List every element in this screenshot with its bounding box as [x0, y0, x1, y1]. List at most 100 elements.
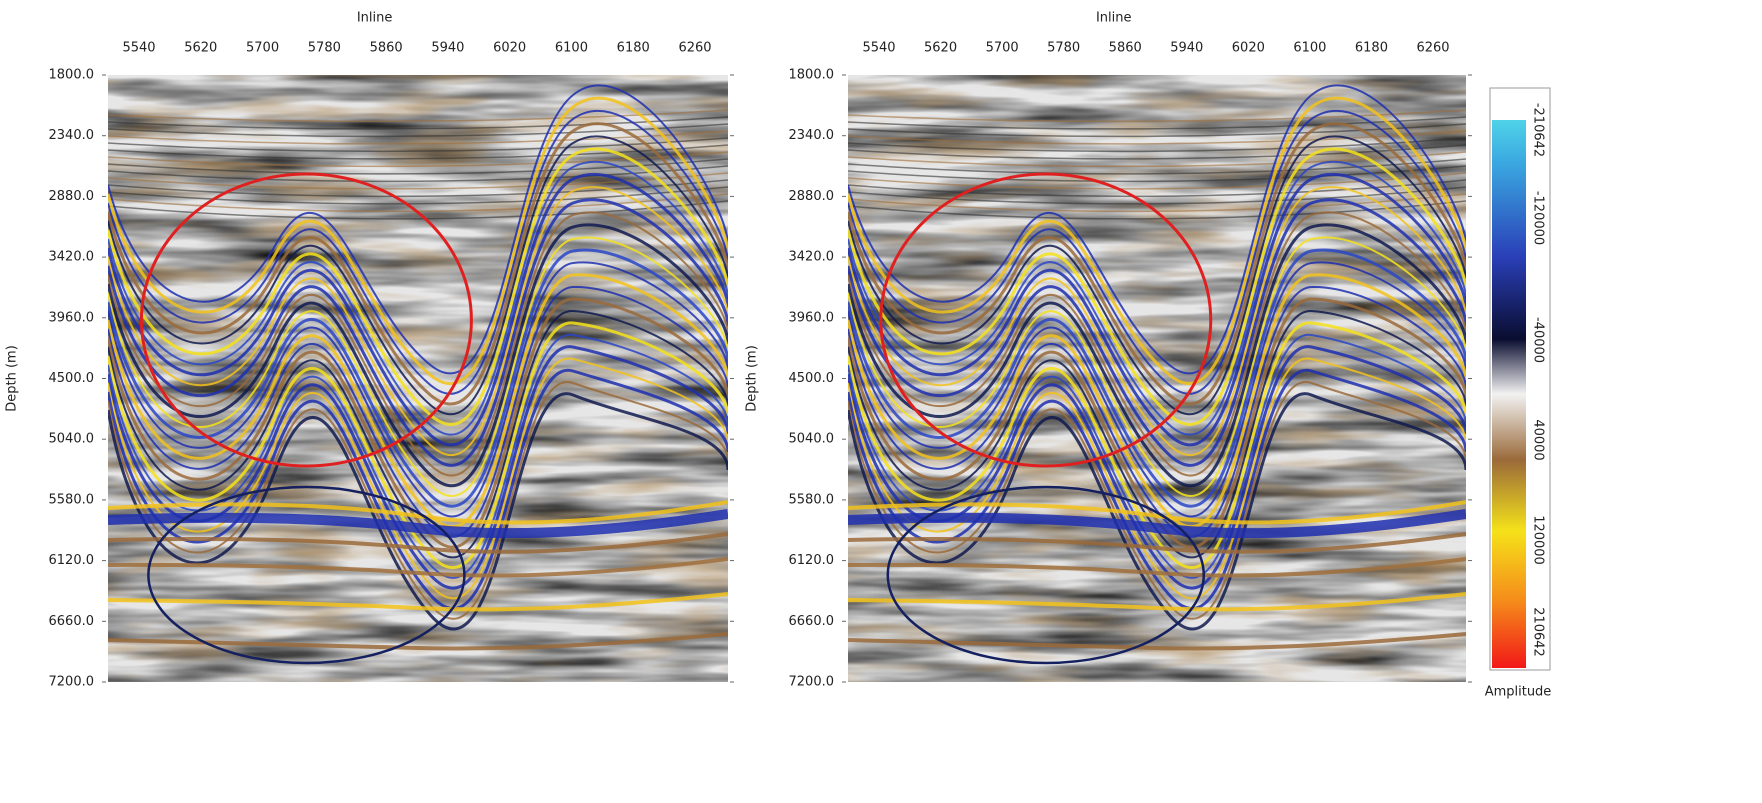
horizon: [848, 186, 1466, 456]
horizon: [108, 285, 728, 538]
x-tick-label: 6020: [1232, 41, 1265, 56]
shallow-reflector: [848, 179, 1466, 198]
horizon: [848, 84, 1466, 375]
shallow-reflector: [108, 116, 728, 130]
y-tick-label: 5040.0: [789, 432, 835, 447]
horizon: [108, 122, 728, 406]
x-tick-label: 5940: [431, 41, 464, 56]
x-tick-label: 5940: [1170, 41, 1203, 56]
horizon: [848, 211, 1466, 477]
horizon: [108, 248, 728, 508]
red-ellipse: [139, 172, 473, 468]
horizon: [848, 96, 1466, 386]
horizon: [108, 236, 728, 497]
horizon: [848, 173, 1466, 447]
horizon: [108, 110, 728, 395]
colorbar-tick-label: -210642: [1531, 103, 1546, 157]
horizon: [848, 357, 1466, 600]
y-tick-label: 1800.0: [49, 68, 95, 83]
shallow-reflector: [108, 137, 728, 153]
shallow-reflector: [108, 179, 728, 198]
shallow-reflector: [848, 186, 1466, 205]
x-tick-label: 6180: [617, 41, 650, 56]
horizon: [108, 309, 728, 558]
shallow-reflector: [848, 165, 1466, 183]
colorbar-tick-label: 40000: [1531, 419, 1546, 460]
colorbar-label: Amplitude: [1485, 685, 1552, 700]
horizon: [848, 160, 1466, 436]
colorbar-tick-label: 210642: [1531, 607, 1546, 657]
y-tick-label: 5580.0: [49, 492, 95, 507]
y-tick-label: 3420.0: [789, 250, 835, 265]
x-axis-label: Inline: [1096, 11, 1132, 26]
x-tick-label: 6020: [493, 41, 526, 56]
y-axis-label: Depth (m): [745, 345, 760, 412]
blue-ellipse: [147, 485, 466, 665]
seismic-image: [108, 75, 728, 682]
y-tick-label: 2880.0: [789, 189, 835, 204]
colorbar-tick-label: -40000: [1531, 317, 1546, 363]
x-tick-label: 6180: [1355, 41, 1388, 56]
deep-reflector: [108, 557, 728, 578]
shallow-reflector: [108, 144, 728, 160]
horizon: [108, 186, 728, 456]
seismic-image: [848, 75, 1466, 682]
shallow-reflector: [848, 137, 1466, 153]
red-ellipse: [879, 172, 1213, 468]
horizon: [108, 223, 728, 488]
x-tick-label: 5540: [122, 41, 155, 56]
y-tick-label: 3960.0: [789, 310, 835, 325]
shallow-reflector: [108, 151, 728, 168]
x-tick-label: 5540: [862, 41, 895, 56]
y-tick-label: 4500.0: [789, 371, 835, 386]
horizon: [848, 110, 1466, 395]
blue-ellipse: [886, 485, 1206, 665]
y-tick-label: 5580.0: [789, 492, 835, 507]
y-tick-label: 5040.0: [49, 432, 95, 447]
y-tick-label: 6120.0: [49, 553, 95, 568]
colorbar: [1492, 120, 1526, 668]
shallow-reflector: [848, 151, 1466, 168]
horizon: [108, 273, 728, 528]
x-axis-label: Inline: [357, 11, 393, 26]
shallow-reflector: [108, 186, 728, 205]
horizon: [108, 135, 728, 416]
x-tick-label: 5780: [308, 41, 341, 56]
x-tick-label: 5860: [1109, 41, 1142, 56]
y-tick-label: 6660.0: [49, 614, 95, 629]
deep-reflector: [848, 592, 1466, 612]
horizon: [848, 285, 1466, 538]
shallow-reflector: [848, 130, 1466, 145]
deep-reflector: [108, 592, 728, 612]
horizon: [108, 381, 728, 620]
deep-reflector: [848, 632, 1466, 651]
x-tick-label: 5620: [924, 41, 957, 56]
y-tick-label: 1800.0: [789, 68, 835, 83]
y-tick-label: 2340.0: [789, 128, 835, 143]
horizon: [108, 96, 728, 386]
horizon: [108, 321, 728, 569]
x-tick-label: 5700: [986, 41, 1019, 56]
x-tick-label: 5620: [184, 41, 217, 56]
y-tick-label: 2340.0: [49, 128, 95, 143]
shallow-reflector: [108, 165, 728, 183]
deep-reflector: [108, 509, 728, 539]
horizon: [848, 135, 1466, 416]
horizon: [108, 84, 728, 375]
horizon: [108, 211, 728, 477]
horizon: [848, 236, 1466, 497]
panel: Inline 5540 5620 5700 5780 5860 5940 6020 6100 61…: [745, 11, 1472, 690]
shallow-reflector: [848, 144, 1466, 160]
x-tick-label: 6100: [1293, 41, 1326, 56]
horizon: [848, 309, 1466, 558]
shallow-reflector: [108, 172, 728, 190]
horizon: [108, 357, 728, 600]
shallow-reflector: [848, 116, 1466, 130]
x-tick-label: 6260: [678, 41, 711, 56]
horizon: [108, 261, 728, 518]
x-tick-label: 5700: [246, 41, 279, 56]
deep-reflector: [848, 509, 1466, 539]
horizon: [848, 198, 1466, 467]
y-tick-label: 6120.0: [789, 553, 835, 568]
